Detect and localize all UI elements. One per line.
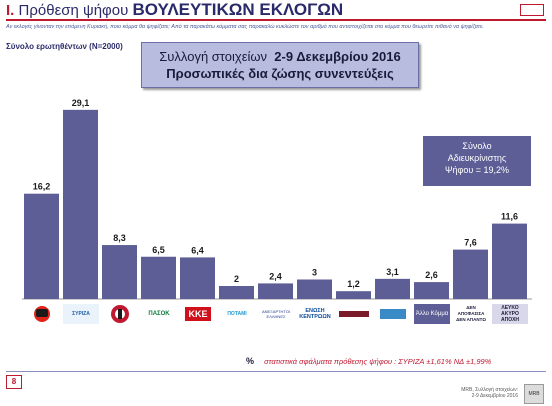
bar-value-label-3: 8,3 [113, 233, 126, 243]
source-line2: 2-9 Δεκεμβρίου 2016 [471, 393, 518, 399]
bar-1 [24, 193, 59, 299]
bar-value-label-5: 6,4 [191, 245, 204, 255]
syriza-logo-icon: ΣΥΡΙΖΑ [63, 304, 99, 324]
footnote-text: στατιστικά σφάλματα πρόθεσης ψήφου : ΣΥΡ… [264, 357, 492, 366]
page-number: 8 [6, 375, 22, 389]
potami-logo-icon: ΠΟΤΑΜΙ [219, 304, 255, 324]
footnote-percent-icon: % [246, 356, 255, 366]
bar-10 [375, 278, 410, 299]
bar-6 [219, 286, 254, 299]
bar-11 [414, 282, 449, 299]
undecided-line2: Αδιευκρίνιστης [447, 153, 507, 163]
title-main: ΒΟΥΛΕΥΤΙΚΩΝ ΕΚΛΟΓΩΝ [132, 0, 344, 19]
bar-4 [141, 256, 176, 299]
party-10-logo-icon [375, 304, 411, 324]
mrb-logo-icon [520, 4, 544, 16]
bar-value-label-2: 29,1 [72, 98, 90, 108]
kke-logo-label: ΚΚΕ [185, 307, 211, 321]
bar-12 [453, 249, 488, 299]
fieldwork-dates: 2-9 Δεκεμβρίου 2016 [274, 49, 401, 64]
fieldwork-info-box: Συλλογή στοιχείων 2-9 Δεκεμβρίου 2016 Πρ… [141, 42, 419, 88]
fieldwork-label: Συλλογή στοιχείων [159, 49, 268, 64]
sample-size: Σύνολο ερωτηθέντων (N=2000) [6, 42, 123, 51]
bar-value-label-10: 3,1 [386, 267, 399, 277]
source-line1: MRB, Συλλογή στοιχείων: [461, 387, 518, 393]
pasok-logo-label: ΠΑΣΟΚ [148, 311, 170, 317]
bar-value-label-1: 16,2 [33, 182, 51, 192]
undecided-line3: Ψήφου = 19,2% [444, 165, 510, 175]
bar-value-label-12: 7,6 [464, 238, 477, 248]
syriza-logo-label: ΣΥΡΙΖΑ [72, 311, 90, 317]
bar-value-label-8: 3 [312, 268, 317, 278]
source-note: MRB, Συλλογή στοιχείων: 2-9 Δεκεμβρίου 2… [461, 387, 518, 399]
bar-7 [258, 283, 293, 299]
party-9-logo-icon [336, 304, 372, 324]
undecided-label: ΔΕΝ ΑΠΟΦΑΣΙΣΑ ΔΕΝ ΑΠΑΝΤΩ [456, 305, 486, 322]
bar-value-label-7: 2,4 [269, 271, 282, 281]
blank-invalid-abstain-label: ΛΕΥΚΟ ΑΚΥΡΟ ΑΠΟΧΗ [492, 304, 528, 324]
bar-5 [180, 257, 215, 299]
enosi-kentroon-logo-icon: ΕΝΩΣΗ ΚΕΝΤΡΩΩΝ [297, 304, 333, 324]
kke-logo-icon: ΚΚΕ [180, 304, 216, 324]
fieldwork-method: Προσωπικές δια ζώσης συνεντεύξεις [166, 66, 394, 81]
title-number: I. [6, 2, 15, 19]
question-text: Αν εκλογές γίνονταν την επόμενη Κυριακή,… [6, 24, 484, 30]
title-prefix: Πρόθεση ψήφου [18, 2, 129, 19]
bar-value-label-11: 2,6 [425, 270, 438, 280]
bar-9 [336, 291, 371, 299]
bar-8 [297, 279, 332, 299]
enosi-logo-label: ΕΝΩΣΗ ΚΕΝΤΡΩΩΝ [299, 308, 331, 320]
bar-value-label-4: 6,5 [152, 245, 165, 255]
anel-logo-label: ΑΝΕΞΑΡΤΗΤΟΙ ΕΛΛΗΝΕΣ [261, 309, 291, 319]
undecided-total-box: Σύνολο Αδιευκρίνιστης Ψήφου = 19,2% [423, 136, 531, 186]
mrb-bottom-logo-icon: MRB [524, 384, 544, 404]
title-divider [6, 19, 546, 21]
nd-logo-icon [24, 304, 60, 324]
other-party-label: Άλλο Κόμμα [414, 304, 450, 324]
bottom-divider [6, 371, 546, 372]
bar-2 [63, 109, 98, 299]
bar-value-label-13: 11,6 [501, 212, 518, 222]
undecided-line1: Σύνολο [462, 141, 492, 151]
bar-value-label-9: 1,2 [347, 279, 360, 289]
bar-3 [102, 245, 137, 299]
page-title: I. Πρόθεση ψήφου ΒΟΥΛΕΥΤΙΚΩΝ ΕΚΛΟΓΩΝ [6, 0, 343, 20]
bar-value-label-6: 2 [234, 274, 239, 284]
pasok-logo-icon: ΠΑΣΟΚ [141, 304, 177, 324]
bar-13 [492, 223, 527, 299]
golden-dawn-logo-icon [102, 304, 138, 324]
footnote: % στατιστικά σφάλματα πρόθεσης ψήφου : Σ… [246, 356, 491, 366]
potami-logo-label: ΠΟΤΑΜΙ [227, 311, 247, 317]
anel-logo-icon: ΑΝΕΞΑΡΤΗΤΟΙ ΕΛΛΗΝΕΣ [258, 304, 294, 324]
